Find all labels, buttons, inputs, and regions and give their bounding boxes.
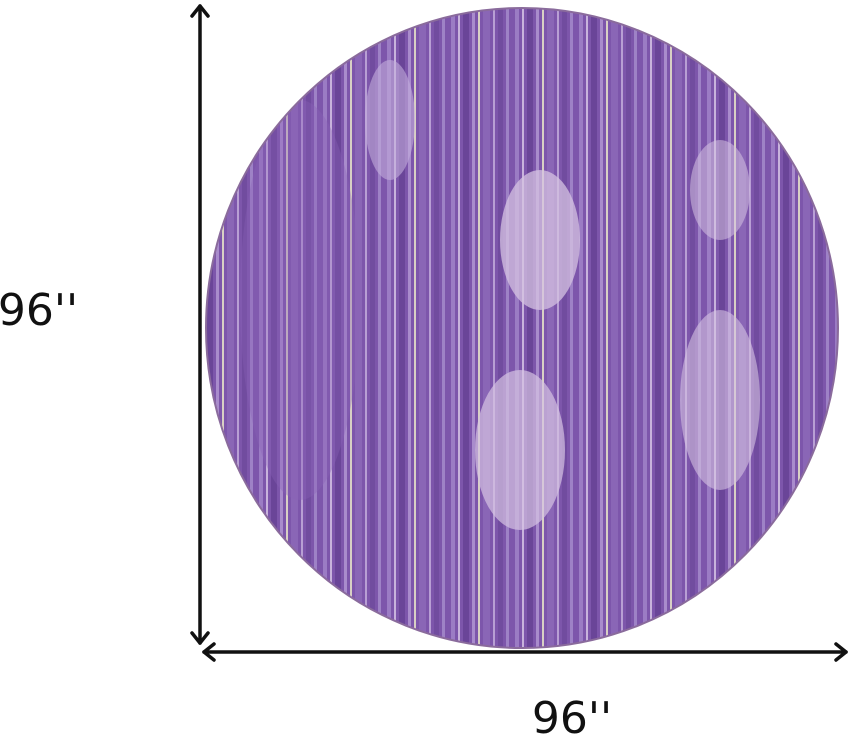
rug-highlight [475,370,565,530]
dimension-arrows [190,4,848,662]
rug-highlight [500,170,580,310]
rug-edge [205,7,839,649]
arrow-head [202,642,216,662]
arrow-head [834,642,848,662]
width-label: 96'' [532,693,612,737]
rug [206,8,838,648]
rug-shade [240,100,360,500]
rug-highlight [365,60,415,180]
rug-highlight [680,310,760,490]
rug-highlight [690,140,750,240]
arrow-head [190,631,210,645]
arrow-head [190,4,210,18]
height-label: 96'' [0,285,78,336]
